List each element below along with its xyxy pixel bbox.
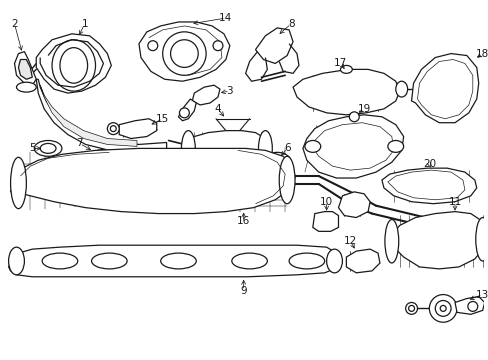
Ellipse shape bbox=[9, 247, 24, 275]
Polygon shape bbox=[85, 148, 115, 168]
Polygon shape bbox=[346, 249, 379, 273]
Ellipse shape bbox=[52, 40, 95, 91]
Text: 3: 3 bbox=[226, 86, 233, 96]
Text: 10: 10 bbox=[320, 197, 332, 207]
Ellipse shape bbox=[17, 82, 36, 92]
Circle shape bbox=[163, 32, 206, 75]
Polygon shape bbox=[36, 34, 111, 93]
Text: 13: 13 bbox=[475, 289, 488, 300]
Ellipse shape bbox=[34, 140, 62, 156]
Polygon shape bbox=[381, 168, 476, 204]
Circle shape bbox=[213, 41, 223, 51]
Text: 7: 7 bbox=[76, 139, 83, 148]
Circle shape bbox=[434, 301, 450, 316]
Ellipse shape bbox=[384, 220, 398, 263]
Ellipse shape bbox=[263, 152, 290, 172]
Polygon shape bbox=[36, 79, 166, 152]
Ellipse shape bbox=[305, 140, 320, 152]
Ellipse shape bbox=[91, 253, 127, 269]
Ellipse shape bbox=[258, 131, 272, 166]
Text: 1: 1 bbox=[81, 19, 88, 29]
Text: 12: 12 bbox=[343, 236, 356, 246]
Polygon shape bbox=[40, 85, 137, 147]
Text: 14: 14 bbox=[219, 13, 232, 23]
Polygon shape bbox=[119, 119, 157, 139]
Polygon shape bbox=[338, 192, 369, 217]
Circle shape bbox=[95, 152, 107, 164]
Circle shape bbox=[408, 305, 414, 311]
Polygon shape bbox=[139, 22, 229, 81]
Polygon shape bbox=[312, 212, 338, 231]
Ellipse shape bbox=[288, 253, 324, 269]
Circle shape bbox=[179, 108, 189, 118]
Ellipse shape bbox=[387, 140, 403, 152]
Polygon shape bbox=[178, 99, 196, 121]
Circle shape bbox=[147, 41, 158, 51]
Ellipse shape bbox=[181, 131, 195, 166]
Ellipse shape bbox=[269, 156, 285, 168]
Polygon shape bbox=[255, 28, 292, 63]
Polygon shape bbox=[15, 51, 36, 85]
Polygon shape bbox=[19, 59, 32, 79]
Ellipse shape bbox=[340, 66, 351, 73]
Ellipse shape bbox=[161, 253, 196, 269]
Polygon shape bbox=[11, 148, 294, 213]
Circle shape bbox=[348, 112, 359, 122]
Circle shape bbox=[405, 302, 417, 314]
Text: 2: 2 bbox=[11, 19, 18, 29]
Circle shape bbox=[98, 155, 104, 161]
Ellipse shape bbox=[11, 157, 26, 209]
Text: 20: 20 bbox=[422, 159, 435, 169]
Ellipse shape bbox=[475, 217, 488, 261]
Ellipse shape bbox=[326, 249, 342, 273]
Ellipse shape bbox=[42, 253, 78, 269]
Ellipse shape bbox=[279, 156, 294, 204]
Text: 18: 18 bbox=[475, 49, 488, 59]
Polygon shape bbox=[411, 54, 478, 123]
Circle shape bbox=[428, 294, 456, 322]
Polygon shape bbox=[9, 245, 338, 277]
Ellipse shape bbox=[40, 143, 56, 153]
Text: 11: 11 bbox=[447, 197, 461, 207]
Polygon shape bbox=[192, 85, 220, 105]
Polygon shape bbox=[454, 297, 484, 314]
Text: 19: 19 bbox=[357, 104, 370, 114]
Circle shape bbox=[170, 40, 198, 67]
Polygon shape bbox=[184, 131, 269, 166]
Ellipse shape bbox=[60, 48, 87, 83]
Ellipse shape bbox=[395, 81, 407, 97]
Text: 16: 16 bbox=[237, 216, 250, 226]
Text: 15: 15 bbox=[156, 114, 169, 124]
Text: 4: 4 bbox=[214, 104, 221, 114]
Circle shape bbox=[439, 305, 445, 311]
Circle shape bbox=[107, 123, 119, 135]
Ellipse shape bbox=[231, 253, 267, 269]
Text: 9: 9 bbox=[240, 285, 246, 296]
Text: 8: 8 bbox=[287, 19, 294, 29]
Circle shape bbox=[467, 301, 477, 311]
Polygon shape bbox=[292, 69, 399, 115]
Circle shape bbox=[110, 126, 116, 132]
Text: 6: 6 bbox=[283, 143, 290, 153]
Polygon shape bbox=[385, 212, 486, 269]
Polygon shape bbox=[302, 115, 403, 178]
Text: 17: 17 bbox=[333, 58, 346, 68]
Text: 5: 5 bbox=[29, 143, 36, 153]
